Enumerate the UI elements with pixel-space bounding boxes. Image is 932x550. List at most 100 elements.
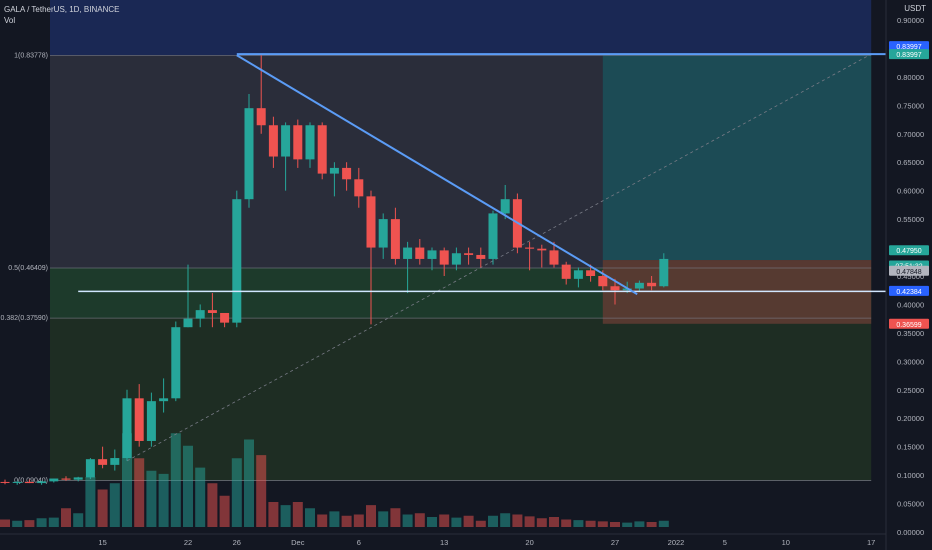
volume-bar <box>317 514 328 527</box>
candle-body <box>464 253 474 255</box>
volume-bar <box>183 445 193 527</box>
price-tag <box>889 245 929 256</box>
candle-body <box>268 125 278 157</box>
candle-body <box>659 258 669 287</box>
price-tag <box>889 265 929 276</box>
y-tick-label: 0.45000 <box>897 272 924 281</box>
candle-body <box>232 199 242 323</box>
volume-bar <box>146 470 157 527</box>
y-tick-label: 0.60000 <box>897 187 924 196</box>
candle-body <box>354 179 364 197</box>
volume-bar <box>500 513 511 527</box>
y-tick-label: 0.75000 <box>897 101 924 110</box>
candle-body <box>573 270 583 279</box>
volume-bar <box>341 515 352 527</box>
volume-bar <box>561 519 572 527</box>
volume-bar <box>658 520 669 527</box>
volume-bar <box>170 433 181 527</box>
candle-body <box>0 481 10 483</box>
x-tick-label: 5 <box>723 538 727 547</box>
volume-bar <box>48 517 59 527</box>
volume-bar <box>292 502 303 527</box>
y-tick-label: 0.65000 <box>897 158 924 167</box>
volume-bar <box>97 489 108 527</box>
volume-bar <box>329 511 340 527</box>
candle-body <box>159 398 169 402</box>
candle-body <box>85 459 95 478</box>
candle-body <box>49 478 59 482</box>
volume-bar <box>549 517 559 527</box>
fib-level-label: 0.5(0.46409) <box>8 265 48 272</box>
volume-bar <box>463 515 474 527</box>
price-tag-label: 0.83997 <box>896 52 921 59</box>
fib-level-label: 1(0.83778) <box>14 52 48 59</box>
volume-bar <box>378 511 389 527</box>
y-tick-label: 0.20000 <box>897 414 924 423</box>
volume-bar <box>73 513 84 527</box>
volume-bar <box>475 520 486 527</box>
candle-body <box>73 477 83 480</box>
symbol-title[interactable]: GALA / TetherUS, 1D, BINANCE <box>4 5 120 14</box>
candle-body <box>24 481 34 484</box>
y-tick-label: 0.30000 <box>897 357 924 366</box>
candle-body <box>439 250 449 265</box>
candle-body <box>110 458 120 465</box>
x-tick-label: 2022 <box>668 538 685 547</box>
volume-label[interactable]: Vol <box>4 16 16 25</box>
volume-bar <box>536 518 547 527</box>
candle-body <box>647 282 657 287</box>
volume-bar <box>353 514 364 527</box>
volume-bar <box>427 517 437 527</box>
candle-body <box>183 318 193 328</box>
volume-bar <box>402 514 413 527</box>
y-tick-label: 0.05000 <box>897 500 924 509</box>
volume-bar <box>244 439 254 527</box>
candle-body <box>281 125 291 157</box>
position-target-zone <box>602 55 872 261</box>
volume-bar <box>573 520 584 527</box>
volume-bar <box>207 483 218 527</box>
volume-bar <box>85 477 96 527</box>
price-tag <box>889 318 929 329</box>
price-tag-label: 0.36599 <box>896 322 921 329</box>
y-tick-label: 0.40000 <box>897 300 924 309</box>
volume-bar <box>158 473 169 527</box>
price-tag <box>889 49 929 60</box>
y-tick-label: 0.80000 <box>897 73 924 82</box>
chart-header: GALA / TetherUS, 1D, BINANCE Vol <box>4 4 119 26</box>
x-tick-label: Dec <box>291 538 305 547</box>
volume-bar <box>24 520 35 527</box>
candle-body <box>537 248 547 251</box>
candle-body <box>171 327 181 399</box>
volume-bar <box>12 520 23 527</box>
candle-body <box>451 253 461 265</box>
volume-bar <box>646 522 657 527</box>
volume-bar <box>597 521 608 527</box>
x-tick-label: 10 <box>782 538 790 547</box>
candle-body <box>525 247 535 249</box>
y-tick-label: 0.25000 <box>897 386 924 395</box>
y-tick-label: 0.15000 <box>897 443 924 452</box>
candle-body <box>293 125 303 160</box>
candle-body <box>403 247 413 259</box>
candle-body <box>549 250 559 265</box>
volume-bar <box>231 458 242 527</box>
candle-body <box>586 270 596 276</box>
volume-bar <box>524 516 535 527</box>
volume-bar <box>195 467 206 527</box>
candle-body <box>122 398 132 459</box>
volume-bar <box>439 514 450 527</box>
volume-bar <box>268 502 279 527</box>
volume-bar <box>256 455 267 527</box>
y-tick-label: 0.10000 <box>897 471 924 480</box>
candle-body <box>598 276 608 287</box>
volume-bar <box>36 518 47 527</box>
volume-bar <box>488 515 498 527</box>
candle-body <box>37 481 47 484</box>
candle-body <box>207 310 217 313</box>
volume-bar <box>451 517 462 527</box>
candle-body <box>342 167 352 180</box>
candle-body <box>256 108 266 126</box>
